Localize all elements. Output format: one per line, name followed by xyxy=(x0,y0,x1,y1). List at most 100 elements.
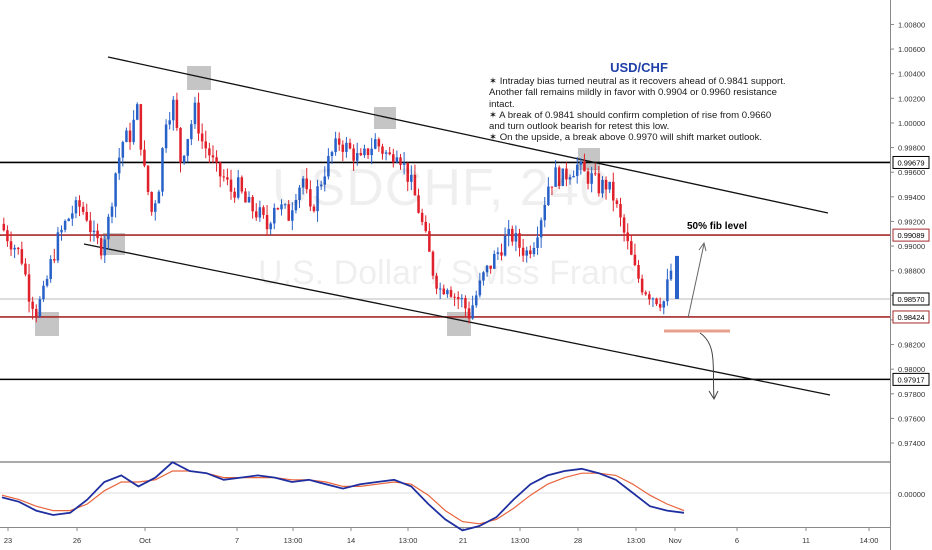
price-tick-label: 0.97600 xyxy=(898,414,925,423)
candle-body xyxy=(276,207,280,210)
candle-body xyxy=(521,247,525,256)
candle-body xyxy=(200,133,204,142)
candle-body xyxy=(518,233,521,248)
candle-body xyxy=(593,173,597,175)
candle xyxy=(258,200,262,222)
candle-body xyxy=(395,157,399,163)
candle-body xyxy=(633,254,637,266)
price-tick-label: 0.99400 xyxy=(898,193,925,202)
analysis-note: USD/CHF ✶ Intraday bias turned neutral a… xyxy=(489,61,789,144)
candle xyxy=(453,293,456,307)
candle-body xyxy=(648,294,651,300)
candle xyxy=(161,147,164,197)
candle xyxy=(107,213,110,250)
candle-body xyxy=(168,120,171,125)
note-line: ✶ On the upside, a break above 0.9970 wi… xyxy=(489,132,763,144)
watermark-name: U.S. Dollar / Swiss Franc xyxy=(258,254,636,292)
candle xyxy=(658,297,662,312)
candle xyxy=(601,176,604,198)
candle xyxy=(619,197,622,227)
price-tag-label: 0.98570 xyxy=(897,295,924,304)
candle-body xyxy=(20,249,24,264)
candle-body xyxy=(655,298,658,305)
candle xyxy=(539,217,543,248)
candle-body xyxy=(406,162,409,182)
candle xyxy=(604,176,608,200)
candle-body xyxy=(341,144,345,152)
candle-body xyxy=(532,247,536,255)
candle-body xyxy=(27,274,31,302)
time-tick-label: 13:00 xyxy=(627,536,646,545)
candle xyxy=(345,136,348,158)
candle-body xyxy=(78,200,81,207)
candle-body xyxy=(435,275,438,289)
candle-body xyxy=(92,230,96,233)
candle-body xyxy=(99,238,103,256)
price-tag: 0.98570 xyxy=(892,292,930,306)
candle-body xyxy=(204,141,208,149)
candle-body xyxy=(280,204,283,210)
candle-body xyxy=(337,138,341,145)
time-tick-label: 7 xyxy=(235,536,239,545)
candle-body xyxy=(467,308,471,319)
candle-body xyxy=(460,298,464,300)
candle xyxy=(413,164,417,196)
candle-body xyxy=(384,152,388,154)
candle-body xyxy=(269,223,272,230)
candle xyxy=(233,187,236,203)
note-line: ✶ Intraday bias turned neutral as it rec… xyxy=(489,76,786,110)
candle xyxy=(615,198,619,208)
candle xyxy=(417,188,420,214)
candle-body xyxy=(438,288,442,290)
candle-body xyxy=(662,301,666,308)
candle xyxy=(89,211,92,242)
candle xyxy=(554,160,557,187)
candle xyxy=(575,156,579,184)
candle xyxy=(460,294,464,308)
candle xyxy=(13,244,16,259)
candle xyxy=(503,227,507,257)
candle-body xyxy=(352,148,355,161)
candle-body xyxy=(251,196,254,212)
candle-body xyxy=(291,210,294,221)
candle xyxy=(56,227,60,264)
price-tag-box xyxy=(892,155,930,169)
candle xyxy=(662,300,666,315)
price-tick-label: 0.98800 xyxy=(898,267,925,276)
candle xyxy=(27,264,31,313)
candle-body xyxy=(89,220,92,233)
candle xyxy=(514,225,518,252)
oscillator-zero-label: 0.00000 xyxy=(898,490,925,499)
candle xyxy=(74,196,78,219)
candle xyxy=(392,148,395,168)
time-tick-label: 14:00 xyxy=(860,536,879,545)
price-tick-label: 0.99200 xyxy=(898,217,925,226)
candle xyxy=(128,122,132,150)
candle-body xyxy=(388,152,391,155)
candle xyxy=(363,144,366,158)
candle-body xyxy=(154,203,157,212)
candle-body xyxy=(675,255,679,299)
price-tick-label: 1.00600 xyxy=(898,45,925,54)
candle xyxy=(384,149,388,161)
candle xyxy=(9,231,13,256)
candle xyxy=(38,296,42,319)
candle-body xyxy=(539,220,543,238)
candle-body xyxy=(31,301,34,309)
candle xyxy=(301,175,305,195)
candle xyxy=(99,234,103,260)
candle-body xyxy=(13,247,16,250)
candle xyxy=(547,177,550,207)
candle-body xyxy=(482,272,485,281)
candle xyxy=(622,214,626,242)
candle-body xyxy=(669,270,673,280)
candle-body xyxy=(525,250,528,256)
candle-body xyxy=(316,186,319,212)
candle xyxy=(193,96,197,129)
candle-body xyxy=(431,251,435,276)
candle xyxy=(211,145,215,164)
candle-body xyxy=(262,207,265,215)
candle xyxy=(150,191,153,216)
candle-body xyxy=(287,204,290,221)
candle-body xyxy=(190,124,193,140)
